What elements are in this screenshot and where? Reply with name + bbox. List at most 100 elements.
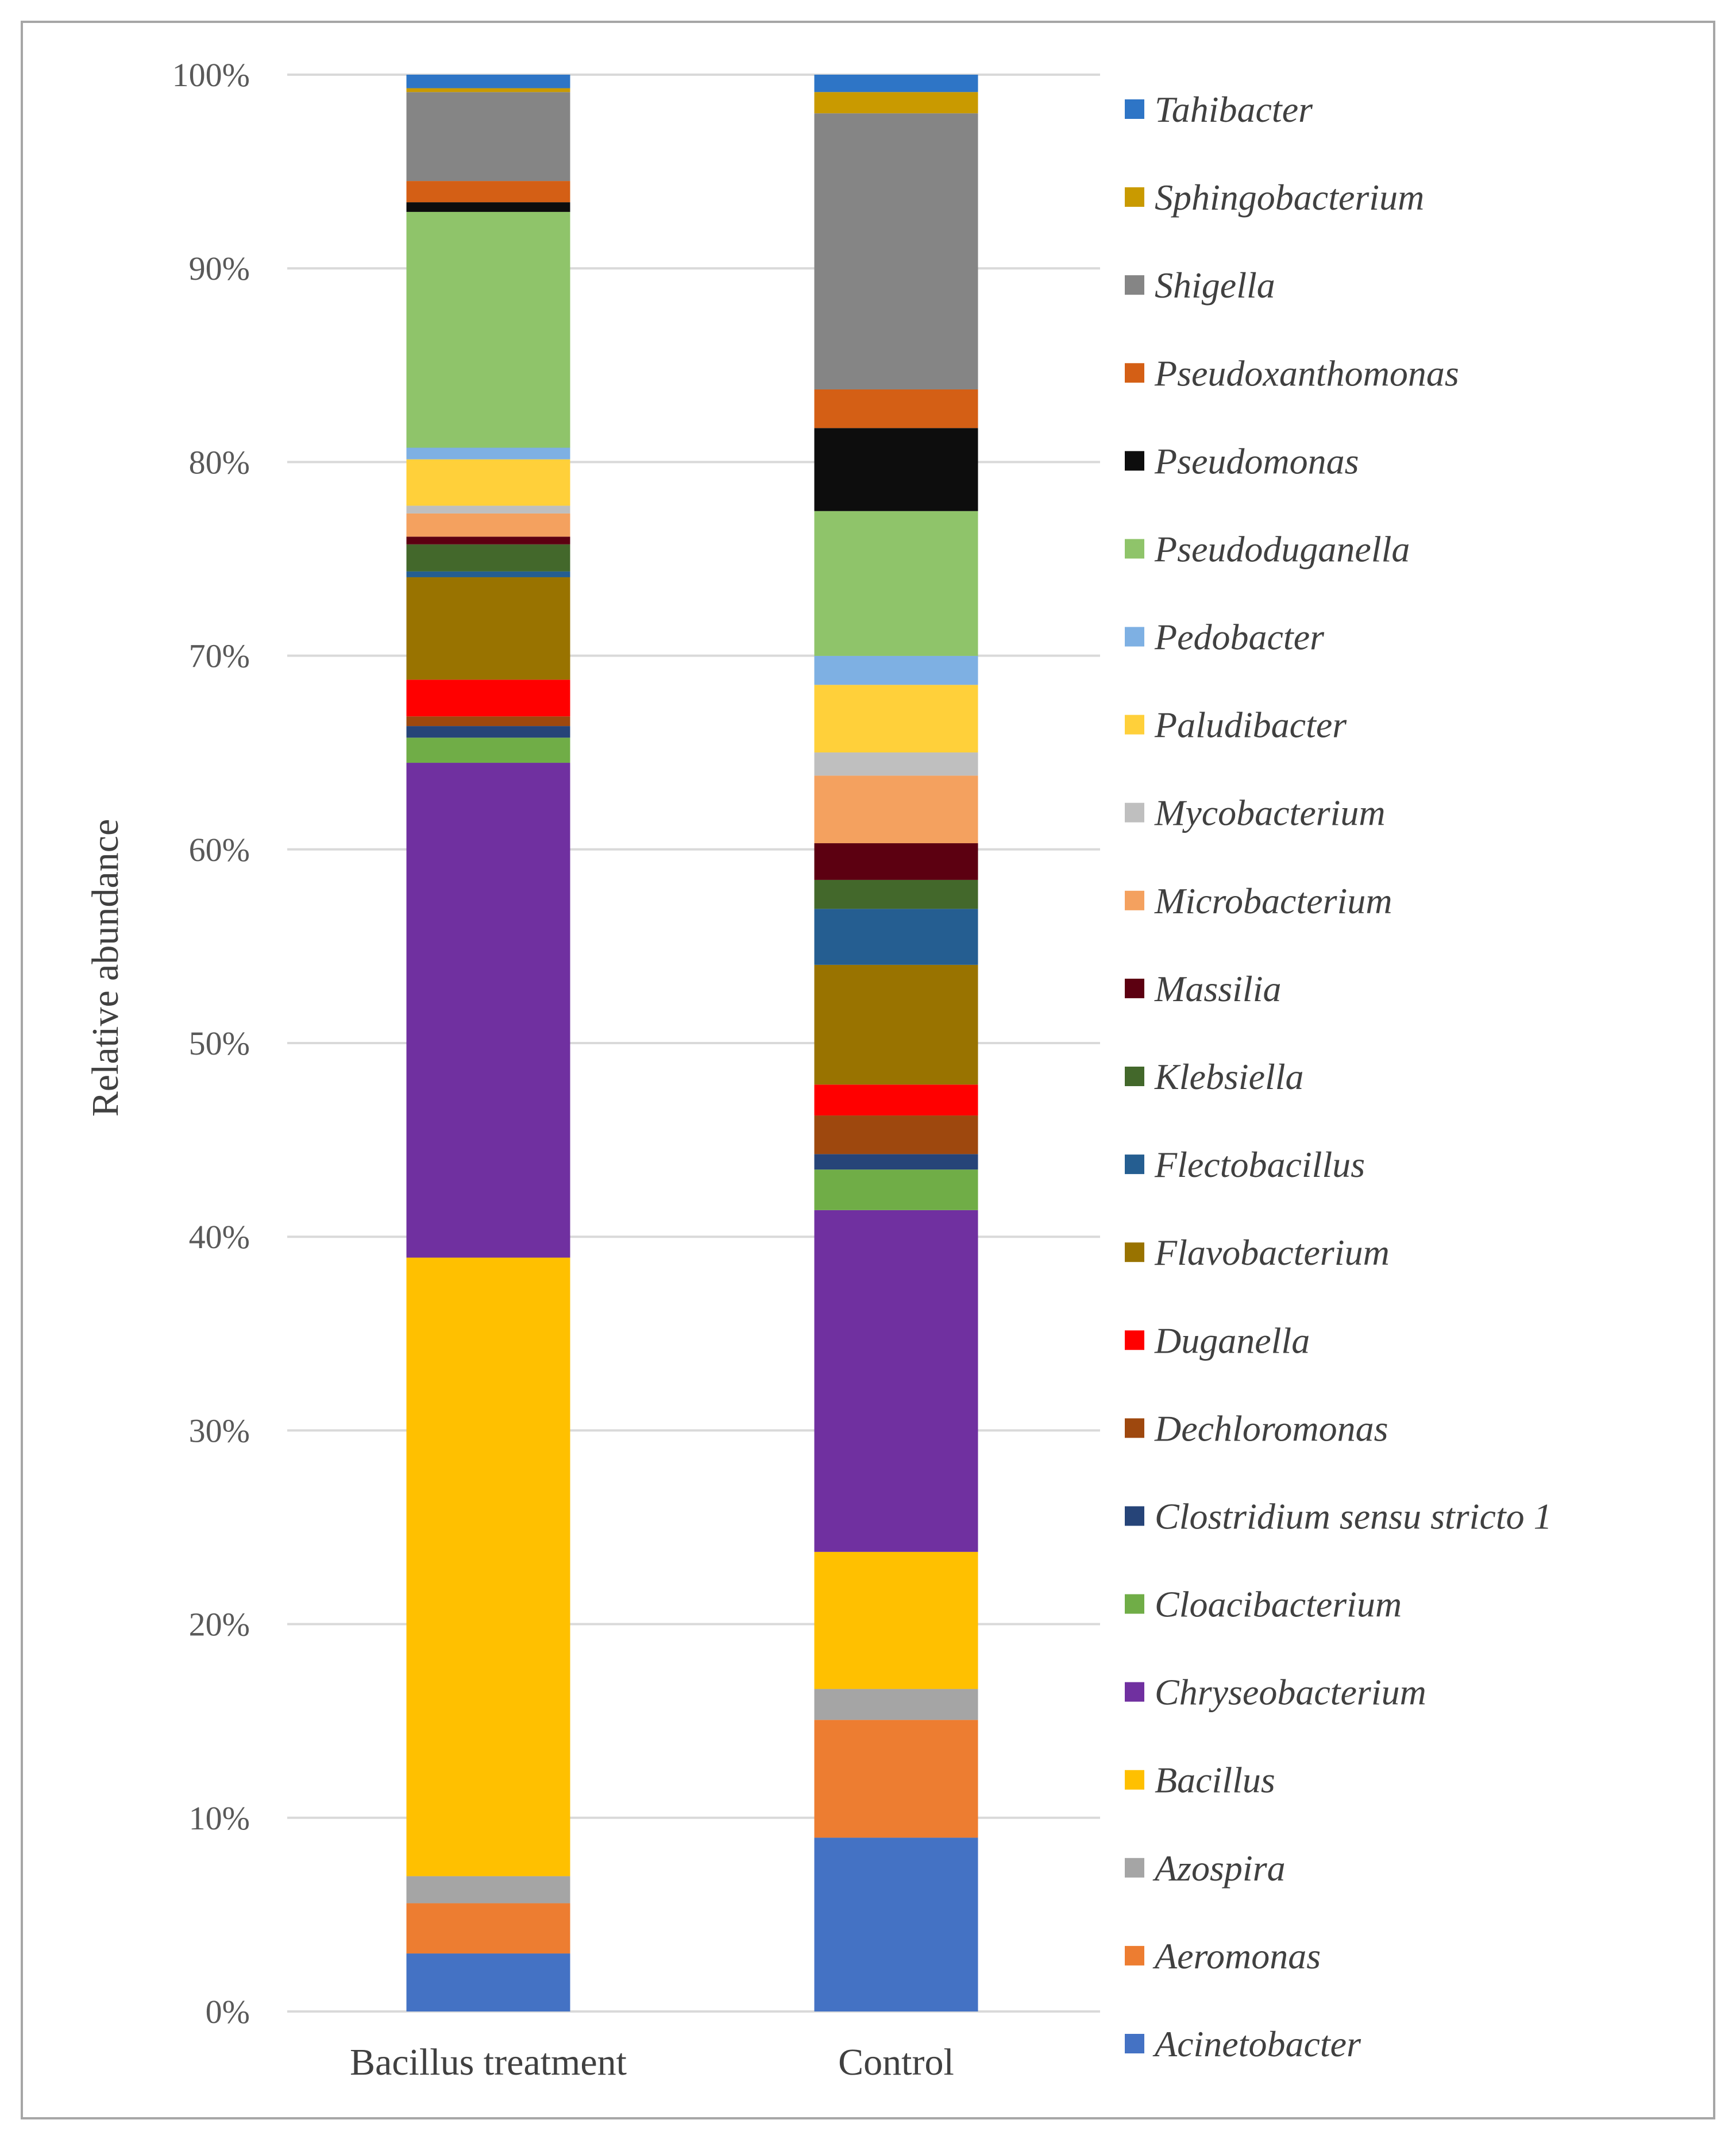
- legend-label: Flectobacillus: [1154, 1144, 1365, 1185]
- bar-segment: [814, 1084, 978, 1116]
- y-tick-label: 90%: [189, 250, 250, 287]
- legend-swatch: [1125, 627, 1144, 647]
- legend: Tahibacter Sphingobacterium Shigella Pseudo…: [1125, 89, 1552, 2064]
- axes: 0% 10% 20% 30% 40% 50% 60% 70% 80% 90% 100% Bacillu…: [172, 56, 954, 2083]
- y-tick-label: 10%: [189, 1800, 250, 1837]
- legend-swatch: [1125, 1594, 1144, 1614]
- legend-label: Pseudomonas: [1154, 441, 1359, 481]
- bar-segment: [814, 1551, 978, 1689]
- x-tick-label: Control: [838, 2041, 954, 2083]
- bar-segment: [406, 202, 570, 212]
- bar-segment: [406, 726, 570, 738]
- legend-label: Pedobacter: [1154, 617, 1325, 658]
- y-tick-label: 50%: [189, 1025, 250, 1062]
- bar-segment: [406, 75, 570, 88]
- bar-segment: [406, 513, 570, 537]
- bar-segment: [814, 685, 978, 753]
- bar-segment: [814, 92, 978, 114]
- legend-swatch: [1125, 802, 1144, 823]
- bar-segment: [406, 459, 570, 506]
- legend-label: Klebsiella: [1154, 1056, 1304, 1097]
- bar-segment: [406, 1876, 570, 1903]
- bar-segment: [814, 752, 978, 776]
- bar-segment: [814, 909, 978, 965]
- bar-segment: [406, 1953, 570, 2011]
- bar-segment: [406, 536, 570, 545]
- bar-segment: [406, 1257, 570, 1876]
- bar-segment: [814, 655, 978, 685]
- legend-label: Clostridium sensu stricto 1: [1155, 1496, 1552, 1536]
- bar-segment: [814, 1689, 978, 1720]
- bar-segment: [406, 92, 570, 182]
- bar-segment: [406, 181, 570, 203]
- y-tick-label: 70%: [189, 638, 250, 675]
- legend-swatch: [1125, 2034, 1144, 2053]
- bar-segment: [814, 1115, 978, 1154]
- bars: [406, 75, 978, 2011]
- legend-swatch: [1125, 1506, 1144, 1526]
- y-axis-label: Relative abundance: [84, 819, 126, 1117]
- legend-swatch: [1125, 978, 1144, 998]
- legend-swatch: [1125, 1242, 1144, 1262]
- legend-label: Massilia: [1154, 968, 1281, 1009]
- legend-swatch: [1125, 1770, 1144, 1790]
- y-tick-label: 100%: [172, 56, 250, 94]
- bar-segment: [406, 88, 570, 92]
- bar-segment: [814, 879, 978, 909]
- y-tick-label: 40%: [189, 1218, 250, 1256]
- bar-segment: [406, 577, 570, 680]
- legend-swatch: [1125, 1067, 1144, 1086]
- bar-segment: [814, 389, 978, 428]
- bar-segment: [814, 1154, 978, 1170]
- bar-segment: [406, 544, 570, 572]
- y-tick-label: 30%: [189, 1412, 250, 1449]
- legend-swatch: [1125, 1418, 1144, 1438]
- legend-label: Sphingobacterium: [1155, 177, 1424, 218]
- bar-segment: [814, 1210, 978, 1552]
- legend-label: Shigella: [1155, 265, 1275, 306]
- bar-segment: [406, 737, 570, 763]
- bar-segment: [406, 679, 570, 717]
- legend-swatch: [1125, 451, 1144, 471]
- x-tick-label: Bacillus treatment: [350, 2041, 627, 2083]
- legend-label: Acinetobacter: [1152, 2024, 1361, 2064]
- y-tick-label: 60%: [189, 831, 250, 868]
- bar-segment: [406, 505, 570, 513]
- bar-segment: [814, 113, 978, 389]
- legend-swatch: [1125, 99, 1144, 119]
- y-tick-label: 80%: [189, 443, 250, 481]
- legend-label: Cloacibacterium: [1155, 1584, 1402, 1625]
- legend-label: Bacillus: [1155, 1760, 1275, 1801]
- bar-segment: [406, 571, 570, 577]
- bar-segment: [406, 763, 570, 1258]
- legend-swatch: [1125, 1154, 1144, 1175]
- bar-segment: [406, 1903, 570, 1954]
- bar-segment: [406, 447, 570, 460]
- legend-label: Pseudoduganella: [1154, 528, 1410, 569]
- legend-swatch: [1125, 1330, 1144, 1350]
- legend-label: Flavobacterium: [1154, 1232, 1390, 1273]
- legend-swatch: [1125, 187, 1144, 207]
- legend-swatch: [1125, 1858, 1144, 1878]
- legend-label: Azospira: [1152, 1848, 1286, 1889]
- legend-label: Dechloromonas: [1154, 1408, 1388, 1449]
- bar-segment: [814, 1720, 978, 1838]
- legend-swatch: [1125, 1682, 1144, 1702]
- legend-swatch: [1125, 539, 1144, 559]
- legend-swatch: [1125, 363, 1144, 383]
- y-tick-label: 0%: [206, 1993, 250, 2030]
- legend-swatch: [1125, 715, 1144, 735]
- legend-label: Chryseobacterium: [1155, 1672, 1426, 1713]
- legend-swatch: [1125, 890, 1144, 910]
- bar-segment: [814, 1837, 978, 2011]
- bar-segment: [814, 843, 978, 880]
- legend-label: Microbacterium: [1154, 881, 1392, 921]
- bar-segment: [814, 775, 978, 844]
- bar-segment: [814, 428, 978, 511]
- bar-segment: [814, 511, 978, 656]
- legend-label: Mycobacterium: [1154, 793, 1386, 833]
- bar-segment: [406, 716, 570, 727]
- legend-label: Tahibacter: [1155, 89, 1313, 130]
